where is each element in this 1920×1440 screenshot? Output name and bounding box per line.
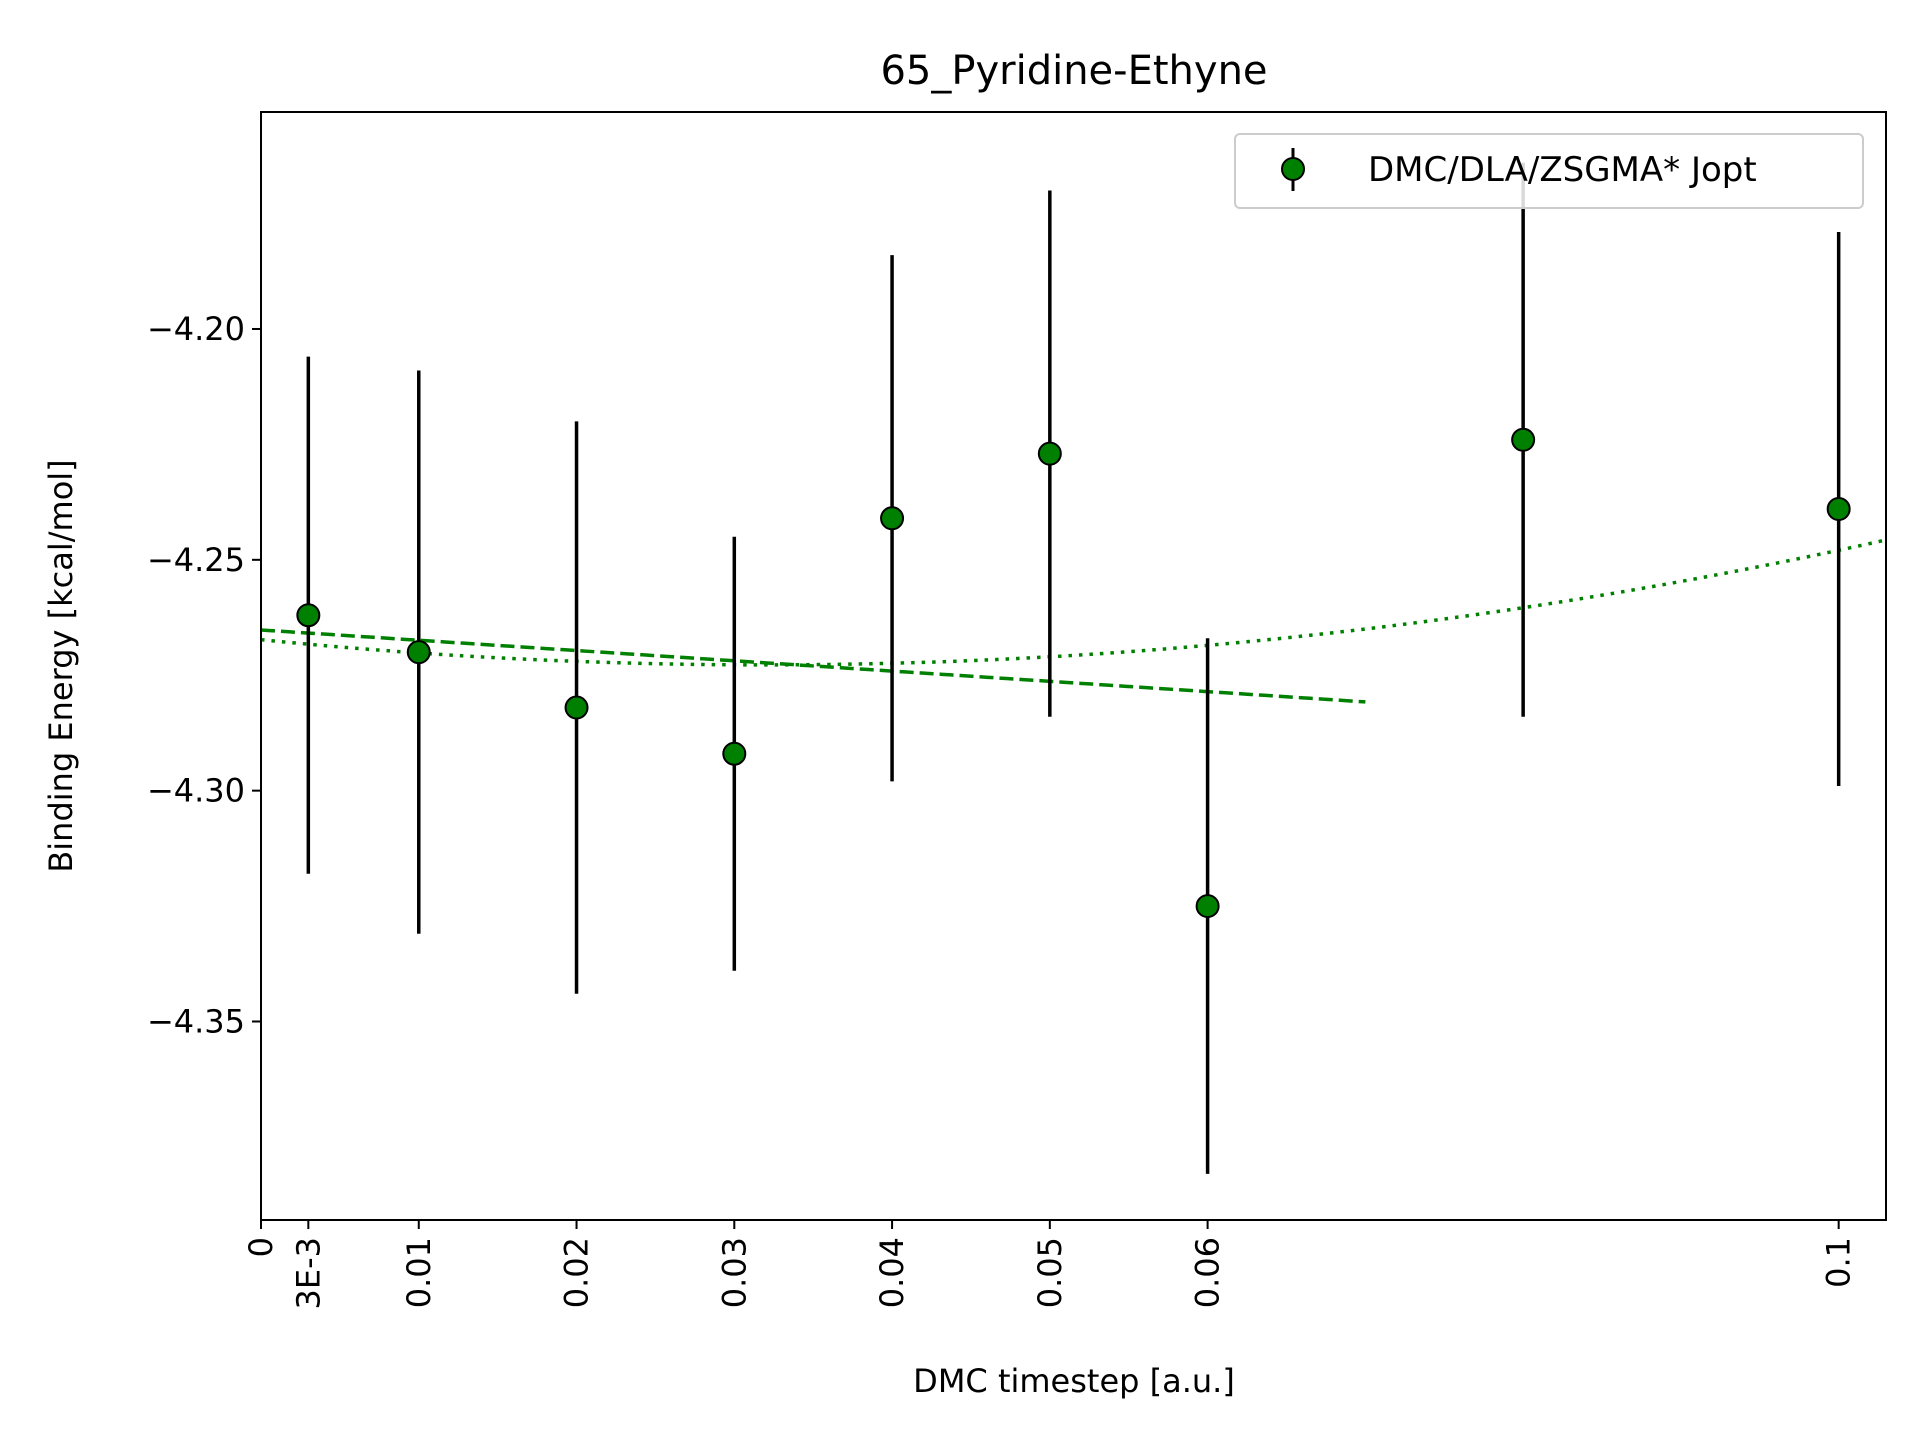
plot-frame [260, 111, 1887, 1221]
legend: DMC/DLA/ZSGMA* Jopt [1234, 133, 1864, 209]
data-point [1826, 497, 1851, 522]
data-point [722, 741, 747, 766]
y-tick-label: −4.25 [147, 541, 245, 579]
x-axis: 0 3E-3 0.01 0.02 0.03 0.04 0.05 0.06 0.1 [242, 1220, 1858, 1309]
x-tick-label: 0.05 [1031, 1237, 1069, 1308]
data-point [1195, 894, 1220, 919]
x-tick-label: 0.01 [400, 1237, 438, 1308]
y-tick-label: −4.30 [147, 772, 245, 810]
legend-marker [1281, 157, 1305, 181]
data-point [406, 640, 431, 665]
x-tick-label: 0.04 [873, 1237, 911, 1308]
data-point [296, 603, 321, 628]
chart-title: 65_Pyridine-Ethyne [880, 48, 1267, 94]
data-point [564, 695, 589, 720]
x-tick-label: 0.06 [1189, 1237, 1227, 1308]
x-tick-label: 0.03 [715, 1237, 753, 1308]
legend-box [1234, 133, 1864, 209]
y-axis: −4.20 −4.25 −4.30 −4.35 [147, 310, 261, 1040]
legend-label: DMC/DLA/ZSGMA* Jopt [1368, 150, 1757, 190]
y-tick-label: −4.35 [147, 1002, 245, 1040]
linear-fit-line [261, 628, 1366, 704]
x-tick-label: 0.02 [558, 1237, 596, 1308]
y-tick-label: −4.20 [147, 310, 245, 348]
x-tick-label: 0 [242, 1237, 280, 1257]
plot-area [261, 162, 1886, 1174]
x-tick-label: 3E-3 [289, 1237, 327, 1309]
y-axis-label: Binding Energy [kcal/mol] [42, 459, 80, 872]
x-axis-label: DMC timestep [a.u.] [913, 1362, 1235, 1400]
x-tick-label: 0.1 [1820, 1237, 1858, 1288]
data-point [1511, 427, 1536, 452]
data-point [1037, 441, 1062, 466]
data-point [880, 506, 905, 531]
